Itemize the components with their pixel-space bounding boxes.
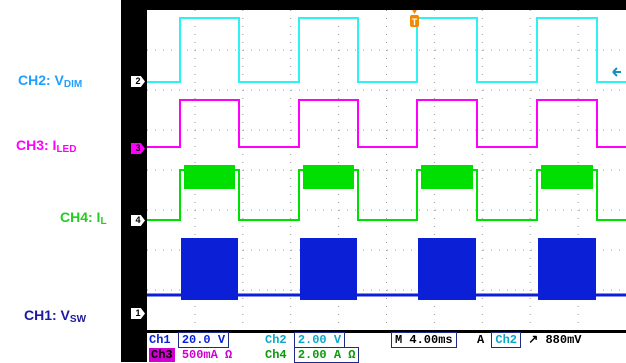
waveform-svg: T [147,8,626,330]
ch4-ripple-band [541,165,593,189]
trigger-marker-label: T [412,17,418,27]
ch1-burst [300,238,357,300]
ch4-ripple-band [421,165,473,189]
trigger-mode: A [477,333,485,347]
cursor-arrow-icon [612,67,621,77]
ch2-name: Ch2 [265,333,287,347]
ch2-trace [147,17,626,83]
waveform-display[interactable]: T [147,8,626,330]
trigger-level[interactable]: 880mV [545,333,582,347]
ch3-name: Ch3 [149,348,175,362]
ch4-label: CH4: IL [60,209,107,227]
ch4-ground-marker[interactable]: 4 [131,215,145,226]
ch4-name: Ch4 [265,348,287,362]
ch1-burst [538,238,596,300]
ch1-scale[interactable]: 20.0 V [177,332,230,348]
ch4-ripple-band [303,165,354,189]
ch3-trace [147,99,626,148]
ch1-name: Ch1 [149,333,171,347]
oscilloscope-frame: T 2 3 4 1 Ch1 20.0 V Ch2 2.00 V M 4.00ms… [121,0,626,363]
ch4-scale[interactable]: 2.00 A Ω [293,347,360,363]
ch2-ground-marker[interactable]: 2 [131,76,145,87]
status-bar: Ch1 20.0 V Ch2 2.00 V M 4.00ms A Ch2 ↗ 8… [147,332,626,363]
trigger-arrow-icon [411,8,418,14]
ch1-label: CH1: VSW [24,307,87,325]
ch1-burst [181,238,238,300]
ch3-ground-marker[interactable]: 3 [131,143,145,154]
ch1-burst [418,238,476,300]
ch2-label: CH2: VDIM [18,72,83,90]
timebase[interactable]: M 4.00ms [391,332,457,348]
trigger-marker-icon [410,15,419,27]
trigger-source[interactable]: Ch2 [491,332,522,348]
ch1-ground-marker[interactable]: 1 [131,308,145,319]
ch3-scale[interactable]: 500mA Ω [181,348,233,362]
trigger-slope-icon: ↗ [528,333,539,347]
ch4-ripple-band [184,165,235,189]
ch3-label: CH3: ILED [16,137,77,155]
ch2-scale[interactable]: 2.00 V [293,332,346,348]
